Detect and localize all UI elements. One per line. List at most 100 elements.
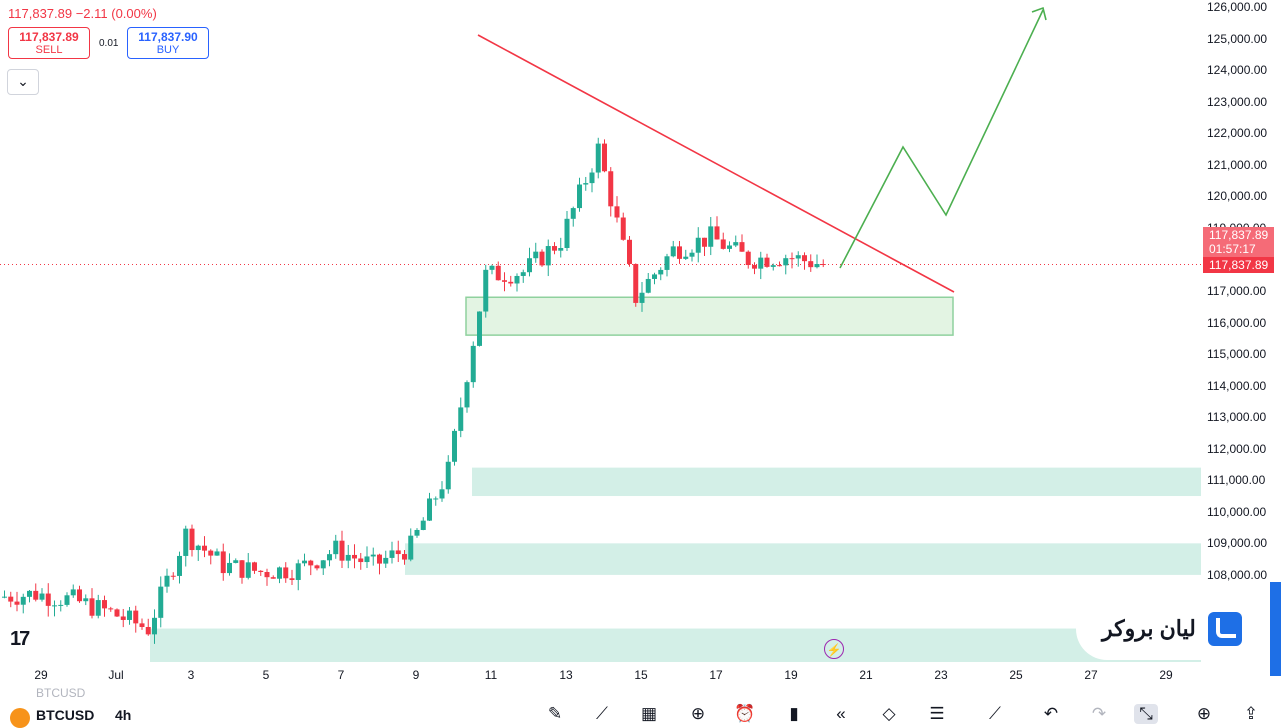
- current-price-tag: 117,837.89 01:57:17: [1203, 227, 1275, 257]
- candle-body: [589, 172, 595, 184]
- support-zone: [465, 296, 954, 336]
- fullscreen-icon[interactable]: ⤡: [1134, 704, 1158, 724]
- candle-body: [652, 274, 657, 279]
- time-axis-label: 29: [34, 668, 48, 682]
- candle-body: [795, 255, 801, 259]
- descending-trendline: [477, 34, 955, 293]
- sell-label: SELL: [35, 44, 63, 56]
- candle-body: [152, 617, 157, 635]
- alert-icon[interactable]: ⏰: [734, 704, 756, 723]
- candle-body: [208, 550, 214, 556]
- replay-icon[interactable]: «: [836, 704, 846, 723]
- candle-body: [314, 565, 320, 569]
- candle-body: [383, 557, 389, 564]
- candle-body: [327, 554, 332, 561]
- candle-body: [683, 256, 689, 259]
- interval-selector[interactable]: 4h: [115, 707, 132, 723]
- bottom-toolbar: ✎ ⟋ ▦ ⊕ ⏰ ▮ « ◇ ☰ ⟋ ↶ ↷ ⤡ ⊕ ⇪: [0, 704, 1281, 724]
- redo-icon[interactable]: ↷: [1091, 704, 1107, 723]
- candle-body: [320, 560, 326, 569]
- candle-body: [602, 143, 607, 172]
- candle-body: [114, 609, 120, 617]
- candle-body: [20, 596, 26, 605]
- candle-body: [8, 596, 14, 602]
- candle-body: [45, 593, 51, 606]
- last-price-tag: 117,837.89: [1203, 257, 1275, 273]
- candle-body: [527, 258, 532, 273]
- candle-body: [27, 590, 32, 597]
- sell-button[interactable]: 117,837.89 SELL: [8, 27, 90, 59]
- candle-body: [139, 623, 145, 627]
- candle-body: [820, 264, 826, 266]
- price-axis-label: 110,000.00: [1207, 504, 1267, 519]
- candle-body: [733, 242, 739, 246]
- candle-body: [777, 265, 782, 267]
- candle-body: [127, 610, 132, 620]
- price-change-readout: 117,837.89 −2.11 (0.00%): [8, 6, 157, 21]
- candle-body: [552, 246, 557, 251]
- candle-body: [95, 600, 101, 616]
- symbol-selector[interactable]: BTCUSD: [36, 707, 95, 723]
- candle-body: [108, 608, 114, 610]
- candle-body: [514, 275, 520, 284]
- demand-zone: [150, 628, 1201, 662]
- price-axis-label: 117,000.00: [1207, 283, 1267, 298]
- candle-body: [564, 218, 570, 248]
- pencil-icon[interactable]: ✎: [547, 704, 563, 723]
- add-icon[interactable]: ⊕: [690, 704, 706, 723]
- candle-body: [170, 575, 176, 577]
- candle-body: [70, 589, 76, 596]
- candle-body: [583, 183, 589, 185]
- layout-icon[interactable]: ▦: [640, 704, 658, 723]
- candle-body: [689, 252, 695, 257]
- candle-body: [614, 206, 620, 218]
- layers-icon[interactable]: ◇: [882, 704, 896, 723]
- price-axis-label: 114,000.00: [1207, 378, 1267, 393]
- candle-body: [677, 246, 682, 259]
- candle-body: [133, 610, 139, 624]
- candle-body: [177, 555, 182, 576]
- candle-body: [264, 572, 270, 578]
- candle-body: [364, 556, 370, 563]
- price-axis-label: 108,000.00: [1207, 567, 1268, 582]
- lightning-icon[interactable]: ⚡: [824, 639, 844, 659]
- time-axis-label: 15: [634, 668, 648, 682]
- candle-body: [508, 281, 514, 284]
- indicators-icon[interactable]: ⟋: [596, 704, 608, 723]
- price-axis-label: 121,000.00: [1207, 157, 1268, 172]
- current-price: 117,837.89: [1209, 228, 1269, 242]
- candle-body: [183, 528, 189, 556]
- time-axis-label: 19: [784, 668, 798, 682]
- candle-type-icon[interactable]: ▮: [789, 704, 799, 723]
- time-axis-label: 5: [262, 668, 270, 682]
- sell-price: 117,837.89: [19, 30, 79, 44]
- undo-icon[interactable]: ↶: [1043, 704, 1059, 723]
- candle-body: [377, 554, 382, 564]
- price-axis-label: 123,000.00: [1207, 94, 1268, 109]
- buy-button[interactable]: 117,837.90 BUY: [127, 27, 209, 59]
- price-axis-label: 124,000.00: [1207, 63, 1268, 78]
- price-axis-label: 113,000.00: [1207, 410, 1267, 425]
- candle-body: [439, 489, 445, 499]
- price-axis-label: 111,000.00: [1207, 473, 1266, 488]
- candle-body: [277, 567, 282, 579]
- candle-body: [633, 263, 639, 303]
- broker-name: لیان بروکر: [1102, 616, 1196, 641]
- candle-body: [764, 257, 770, 267]
- candle-body: [414, 529, 420, 536]
- candle-body: [814, 264, 820, 268]
- candle-body: [570, 208, 576, 219]
- collapse-button[interactable]: ⌄: [7, 69, 39, 95]
- candle-body: [289, 578, 295, 580]
- candle-body: [33, 590, 39, 600]
- share-icon[interactable]: ⇪: [1243, 704, 1259, 723]
- candle-body: [502, 280, 507, 282]
- candle-body: [283, 567, 289, 579]
- candle-body: [627, 239, 632, 264]
- time-axis-label: Jul: [108, 668, 124, 682]
- add-icon[interactable]: ⊕: [1196, 704, 1212, 723]
- settings-icon[interactable]: ☰: [929, 704, 945, 723]
- trend-line-icon[interactable]: ⟋: [989, 704, 1001, 723]
- candle-body: [752, 265, 757, 269]
